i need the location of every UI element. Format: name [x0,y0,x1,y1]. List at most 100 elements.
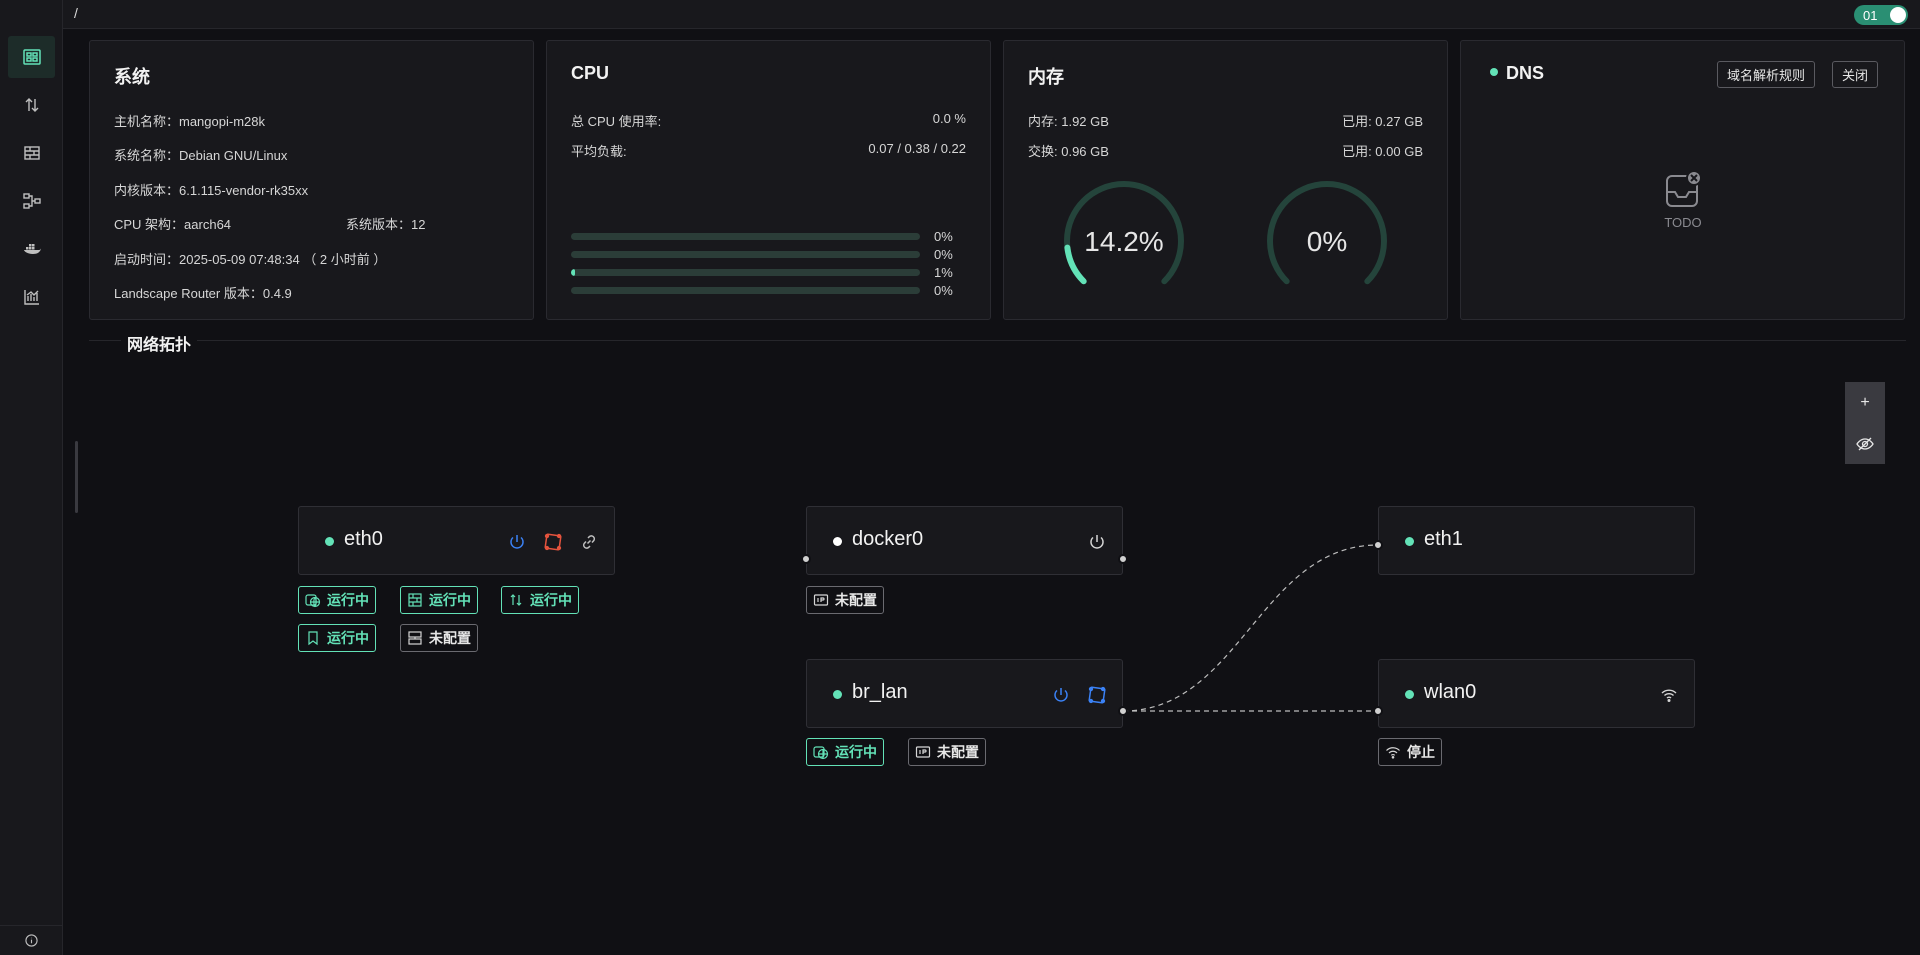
dns-empty-text: TODO [1664,215,1702,230]
plus-icon: + [1860,393,1870,411]
sidebar-item-metrics[interactable] [8,276,55,318]
status-dot [325,537,334,546]
node-name: eth1 [1424,528,1463,550]
node-actions [506,531,600,553]
cpu-core-bar: 0% [571,228,966,244]
cpu-core-bar: 0% [571,246,966,262]
link-button[interactable] [578,531,600,553]
power-icon [510,535,524,549]
node-docker0[interactable]: docker0 [806,506,1123,575]
nat-button[interactable] [1086,684,1108,706]
wifi-icon [1386,747,1400,759]
kernel-version: 内核版本：6.1.115-vendor-rk35xx [114,183,309,198]
mem-total: 内存: 1.92 GB [1028,114,1109,129]
tag-wifi-stopped[interactable]: 停止 [1378,738,1442,766]
cpu-core-track [571,250,920,258]
cpu-card: CPU 总 CPU 使用率: 0.0 % 平均负载: 0.07 / 0.38 /… [546,40,991,320]
tag-wan-running[interactable]: 运行中 [298,586,376,614]
sidebar-item-topology[interactable] [8,180,55,222]
bookmark-icon [308,631,318,646]
tag-mark-running[interactable]: 运行中 [298,624,376,652]
power-button[interactable] [1050,684,1072,706]
cpu-core-bar: 0% [571,282,966,298]
dns-close-button[interactable]: 关闭 [1832,61,1879,88]
swap-used: 已用: 0.00 GB [1342,144,1423,159]
os-version: 系统版本：12 [346,217,426,232]
cpu-usage-label: 总 CPU 使用率: [571,114,662,129]
tag-label: 运行中 [835,744,877,760]
tag-firewall-running[interactable]: 运行中 [400,586,478,614]
node-handle-right[interactable] [1118,554,1128,564]
sidebar-item-firewall[interactable] [8,132,55,174]
tag-label: 运行中 [429,592,471,608]
tag-label: 运行中 [530,592,572,608]
sidebar-item-docker[interactable] [8,228,55,270]
cpu-core-track [571,232,920,240]
power-button[interactable] [1086,531,1108,553]
status-dot [833,537,842,546]
scrollbar[interactable] [75,441,78,513]
node-handle-left[interactable] [1373,540,1383,550]
node-handle-left[interactable] [1373,706,1383,716]
hostname: 主机名称：mangopi-m28k [114,114,265,129]
tag-server-unconfigured[interactable]: 未配置 [400,624,478,652]
nat-button[interactable] [542,531,564,553]
node-handle-right[interactable] [1118,706,1128,716]
tag-label: 未配置 [429,630,471,646]
power-button[interactable] [506,531,528,553]
toggle-visibility-button[interactable] [1845,423,1885,464]
swap-gauge-label: 0% [1307,226,1347,257]
node-wlan0[interactable]: wlan0 [1378,659,1695,728]
tag-label: 未配置 [835,592,877,608]
mem-row: 内存: 1.92 GB 已用: 0.27 GB [1028,111,1423,130]
docker-icon [23,244,41,254]
os-name: 系统名称：Debian GNU/Linux [114,148,288,163]
edge-brlan-eth1 [1122,544,1379,712]
cpu-usage-row: 总 CPU 使用率: 0.0 % [571,111,966,130]
tag-label: 运行中 [327,630,369,646]
tag-traffic-running[interactable]: 运行中 [501,586,579,614]
link-icon [582,535,596,549]
sidebar-item-traffic[interactable] [8,84,55,126]
node-br-lan[interactable]: br_lan [806,659,1123,728]
cpu-core-label: 0% [934,282,953,298]
sidebar-info[interactable] [0,925,63,955]
theme-toggle[interactable]: 01 [1854,5,1908,25]
power-icon [1054,688,1068,702]
topology-icon [22,193,41,209]
node-actions [1050,684,1108,706]
topology-title: 网络拓扑 [121,331,198,355]
node-name: br_lan [852,681,908,703]
sidebar-item-dashboard[interactable] [8,36,55,78]
node-handle-left[interactable] [801,554,811,564]
wifi-button[interactable] [1658,684,1680,706]
swap-total: 交换: 0.96 GB [1028,144,1109,159]
tag-ip-unconfigured[interactable]: 未配置 [908,738,986,766]
firewall-icon [408,593,422,607]
dashboard-icon [22,49,41,65]
status-dot [1405,690,1414,699]
breadcrumb[interactable]: / [74,5,78,21]
router-version: Landscape Router 版本：0.4.9 [114,286,292,301]
tag-ip-unconfigured[interactable]: 未配置 [806,586,884,614]
node-name: eth0 [344,528,383,550]
dns-title: DNS [1506,63,1545,83]
tag-label: 未配置 [937,744,979,760]
dns-empty-state: TODO [1663,170,1703,230]
system-title: 系统 [114,67,150,87]
toggle-label: 01 [1863,7,1878,23]
node-eth0[interactable]: eth0 [298,506,615,575]
chart-icon [23,290,39,305]
nat-icon [544,533,562,551]
node-eth1[interactable]: eth1 [1378,506,1695,575]
cpu-load-label: 平均负载: [571,144,627,159]
mem-used: 已用: 0.27 GB [1342,114,1423,129]
zoom-in-button[interactable]: + [1845,382,1885,423]
tag-dhcp-running[interactable]: 运行中 [806,738,884,766]
traffic-icon [25,98,38,112]
status-dot [833,690,842,699]
sidebar [0,0,63,955]
node-actions [1086,531,1108,553]
dns-rules-button[interactable]: 域名解析规则 [1717,61,1816,88]
